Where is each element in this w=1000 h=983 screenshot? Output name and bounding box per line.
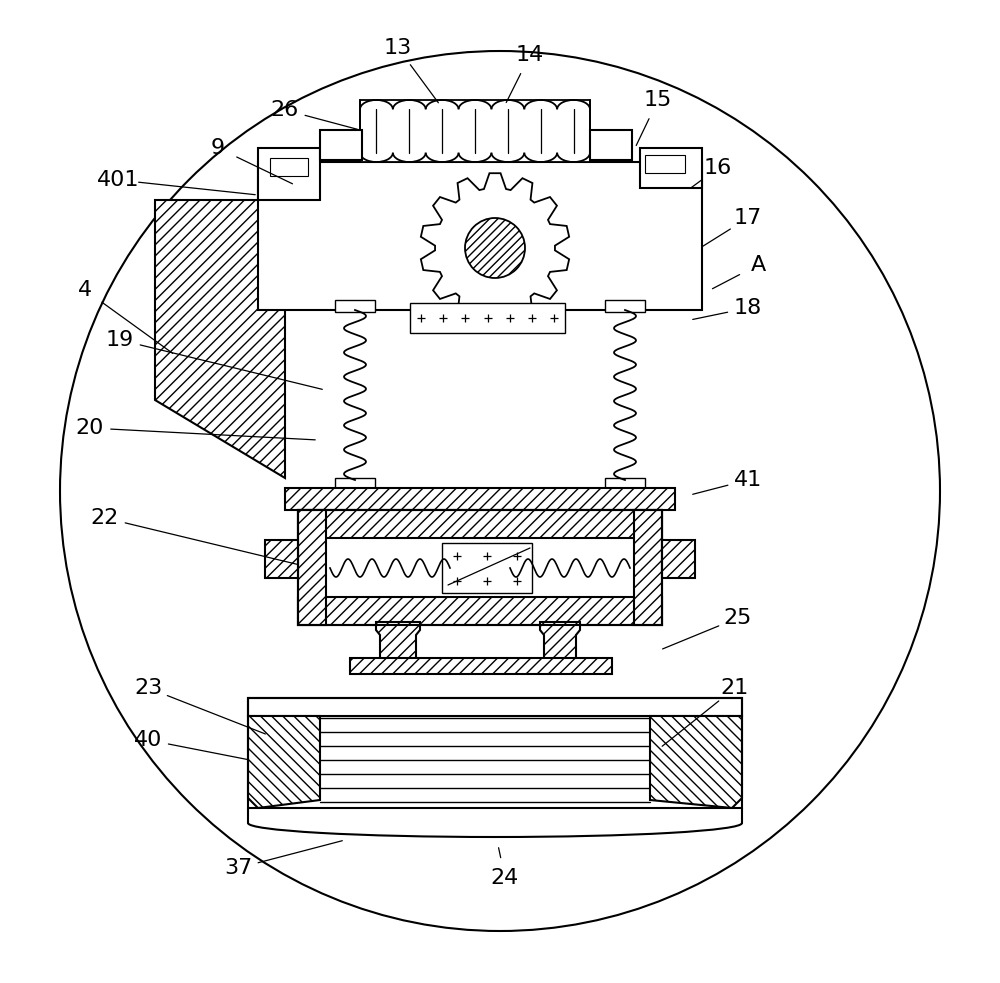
Bar	[258, 148, 320, 200]
Text: 15: 15	[644, 90, 672, 110]
Bar	[298, 597, 662, 625]
Polygon shape	[421, 173, 569, 322]
Bar	[350, 658, 612, 674]
Polygon shape	[650, 716, 742, 808]
Bar	[285, 488, 675, 510]
Text: 4: 4	[78, 280, 92, 300]
Text: 9: 9	[211, 138, 225, 158]
Bar	[360, 100, 590, 162]
Bar	[298, 510, 326, 625]
Bar	[248, 698, 742, 716]
Circle shape	[60, 51, 940, 931]
Text: A: A	[750, 255, 766, 275]
Circle shape	[465, 218, 525, 278]
Text: 17: 17	[734, 208, 762, 228]
Bar	[662, 540, 695, 578]
Bar	[605, 300, 645, 312]
Text: 37: 37	[224, 858, 252, 878]
Bar	[298, 510, 662, 625]
Bar	[634, 510, 662, 625]
Bar	[248, 698, 742, 808]
Bar	[645, 155, 685, 173]
Polygon shape	[248, 716, 320, 808]
Bar	[270, 158, 308, 176]
Polygon shape	[376, 622, 420, 660]
Text: 13: 13	[384, 38, 412, 58]
Text: 401: 401	[97, 170, 139, 190]
Text: 41: 41	[734, 470, 762, 490]
Text: 14: 14	[516, 45, 544, 65]
Text: 24: 24	[491, 868, 519, 888]
Text: 23: 23	[134, 678, 162, 698]
Bar	[605, 478, 645, 488]
Text: 19: 19	[106, 330, 134, 350]
Polygon shape	[155, 200, 285, 478]
Bar	[320, 130, 362, 160]
Bar	[265, 540, 298, 578]
Text: 22: 22	[91, 508, 119, 528]
Text: 20: 20	[76, 418, 104, 438]
Text: 25: 25	[724, 608, 752, 628]
Text: 16: 16	[704, 158, 732, 178]
Text: 21: 21	[721, 678, 749, 698]
Bar	[335, 300, 375, 312]
Bar	[410, 303, 565, 333]
Bar	[590, 130, 632, 160]
Bar	[640, 148, 702, 188]
Bar	[335, 478, 375, 488]
Bar	[298, 510, 662, 538]
Text: 18: 18	[734, 298, 762, 318]
Text: 40: 40	[134, 730, 162, 750]
Bar	[258, 162, 702, 310]
Bar	[442, 543, 532, 593]
Polygon shape	[540, 622, 580, 660]
Text: 26: 26	[271, 100, 299, 120]
